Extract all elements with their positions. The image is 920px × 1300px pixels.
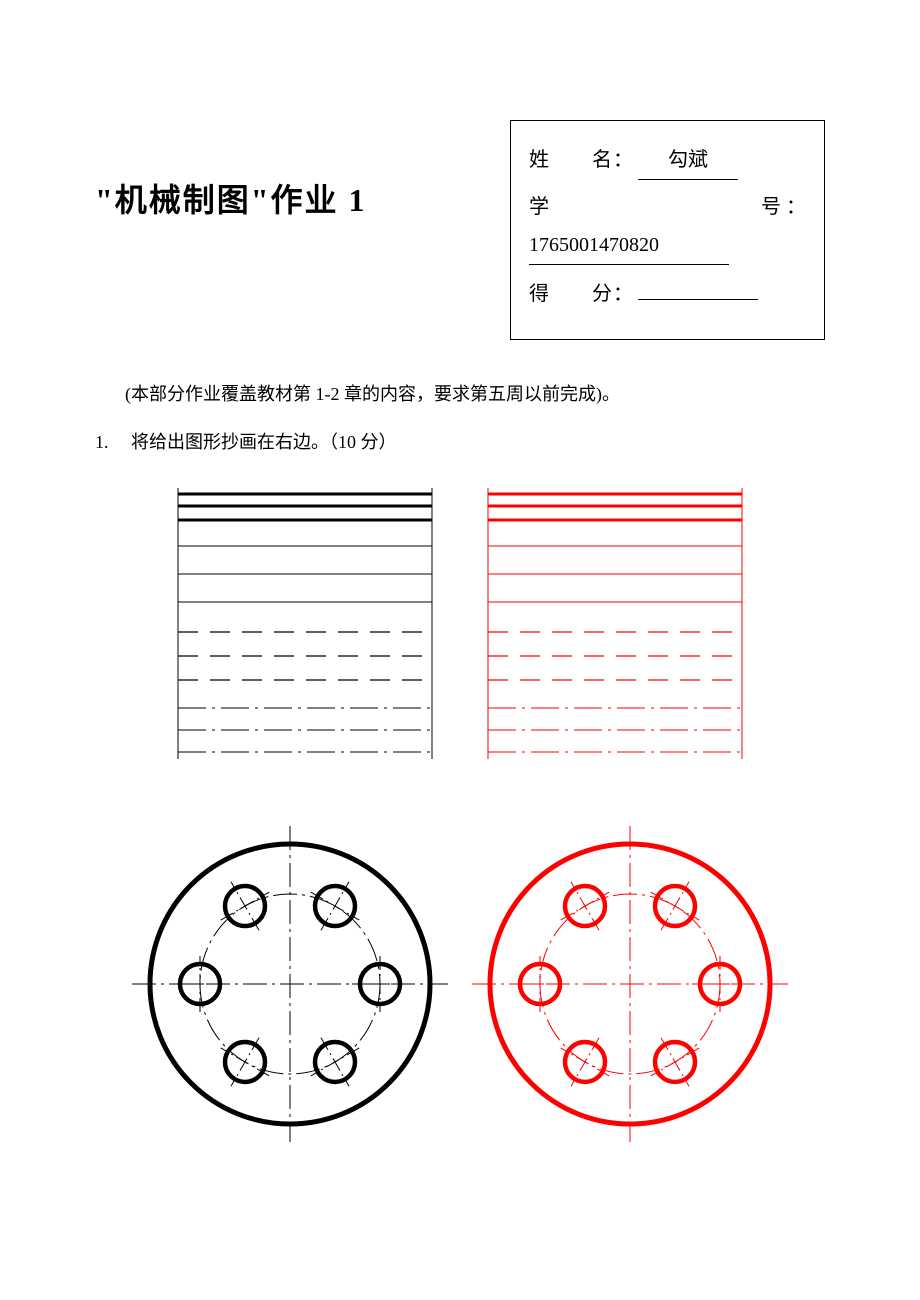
question-1: 1. 将给出图形抄画在右边。（10 分） [95,428,825,454]
name-label: 姓 名： [529,141,634,179]
question-text: 将给出图形抄画在右边。（10 分） [131,432,397,452]
id-row: 学 号 ： 1765001470820 [529,188,806,265]
question-number: 1. [95,432,109,452]
page-title: "机械制图"作业 1 [95,175,367,221]
header-row: "机械制图"作业 1 姓 名： 勾斌 学 号 ： 1765001470820 得… [95,120,825,340]
student-info-box: 姓 名： 勾斌 学 号 ： 1765001470820 得 分： [510,120,825,340]
id-label-left: 学 [529,188,549,226]
flange-row [95,824,825,1144]
line-types-row [95,484,825,764]
flange-original [130,824,450,1144]
id-label-right: 号 ： [761,188,806,226]
diagrams [95,484,825,1144]
flange-copy [470,824,790,1144]
name-row: 姓 名： 勾斌 [529,141,806,180]
line-types-copy [470,484,760,764]
score-row: 得 分： [529,275,806,313]
score-value [638,299,758,300]
assignment-description: (本部分作业覆盖教材第 1-2 章的内容，要求第五周以前完成)。 [125,380,825,406]
id-value: 1765001470820 [529,226,729,265]
score-label: 得 分： [529,275,634,313]
name-value: 勾斌 [638,141,738,180]
line-types-original [160,484,450,764]
